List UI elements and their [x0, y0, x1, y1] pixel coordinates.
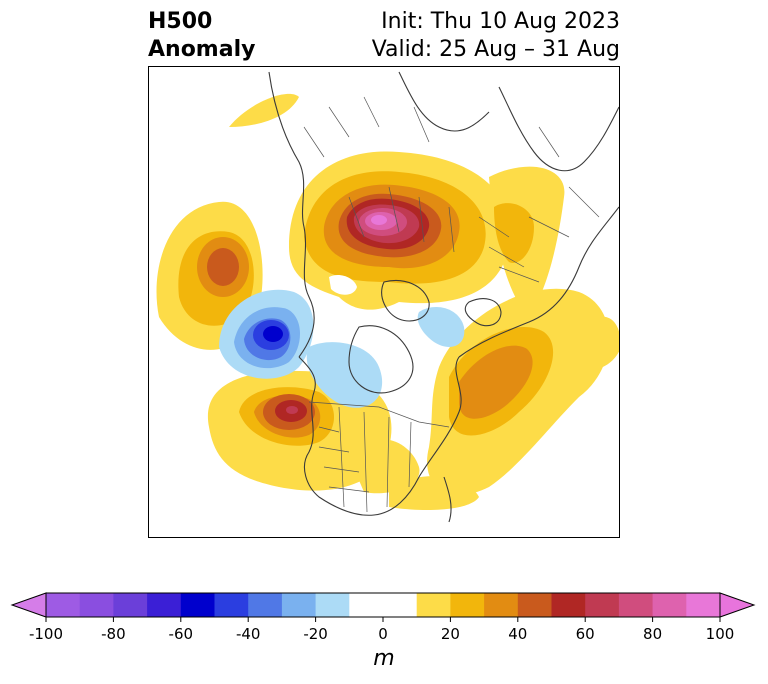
colorbar-bin-9 — [349, 593, 418, 617]
colorbar-tick-label: 100 — [705, 625, 735, 643]
colorbar-tick-label: -80 — [101, 625, 126, 643]
map-panel — [148, 66, 620, 538]
colorbar-bin-4 — [180, 593, 215, 617]
colorbar-bin-17 — [652, 593, 687, 617]
colorbar-tick-label: 0 — [378, 625, 388, 643]
anomaly-pacific-northwest-trough — [219, 289, 314, 379]
colorbar-bin-2 — [113, 593, 148, 617]
colorbar-tick-label: 60 — [575, 625, 595, 643]
coastlines — [268, 71, 619, 523]
colorbar-bin-13 — [517, 593, 552, 617]
colorbar-bin-7 — [281, 593, 317, 617]
title-variable: H500 — [148, 9, 213, 34]
colorbar-bin-10 — [416, 593, 451, 617]
colorbar-bin-8 — [315, 593, 350, 617]
anomaly-siberia-arctic — [289, 151, 565, 317]
map-title-left: H500 Anomaly — [148, 8, 255, 64]
colorbar-bin-12 — [484, 593, 519, 617]
colorbar-bin-11 — [450, 593, 485, 617]
colorbar-bin-5 — [214, 593, 249, 617]
anomaly-map — [149, 67, 619, 537]
colorbar-bin-6 — [248, 593, 283, 617]
valid-period: Valid: 25 Aug – 31 Aug — [371, 37, 620, 62]
init-time: Init: Thu 10 Aug 2023 — [381, 9, 620, 34]
colorbar-tick-label: -60 — [168, 625, 194, 643]
colorbar-bin-1 — [79, 593, 114, 617]
colorbar-bin-14 — [551, 593, 586, 617]
colorbar-tick-label: 20 — [440, 625, 460, 643]
colorbar-over-arrow — [719, 592, 756, 618]
map-title-right: Init: Thu 10 Aug 2023 Valid: 25 Aug – 31… — [372, 8, 620, 64]
colorbar-tick-label: -20 — [303, 625, 328, 643]
colorbar-tick-label: 40 — [508, 625, 528, 643]
colorbar-bin-0 — [46, 593, 81, 617]
anomaly-bering — [229, 93, 299, 127]
colorbar-unit-label: m — [373, 646, 395, 671]
colorbar-tick-label: -40 — [235, 625, 261, 643]
colorbar-tick-label: -100 — [28, 625, 64, 643]
colorbar-bin-3 — [147, 593, 182, 617]
colorbar — [10, 592, 756, 622]
anomaly-canadian-arctic — [306, 275, 465, 408]
anomaly-north-atlantic — [427, 288, 619, 495]
political-borders — [303, 96, 600, 513]
colorbar-bin-16 — [618, 593, 654, 617]
colorbar-tick-label: 80 — [643, 625, 663, 643]
colorbar-bin-18 — [686, 593, 721, 617]
colorbar-bin-15 — [585, 593, 620, 617]
colorbar-under-arrow — [10, 592, 47, 618]
title-field-type: Anomaly — [148, 37, 256, 62]
